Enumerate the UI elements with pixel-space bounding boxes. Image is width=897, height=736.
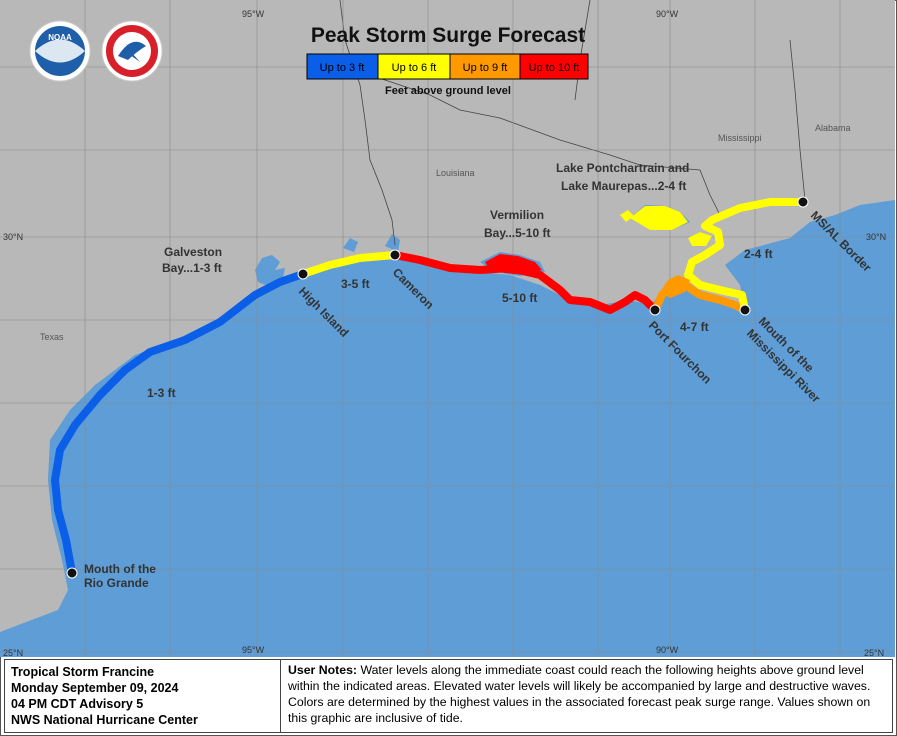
legend-label-up-to-10: Up to 10 ft: [529, 62, 580, 74]
legend-label-up-to-3: Up to 3 ft: [320, 62, 365, 74]
label-galveston-1: Galveston: [164, 245, 222, 259]
noaa-logo: NOAA: [29, 20, 91, 82]
marker-rio-grande: [66, 567, 78, 579]
legend: Up to 3 ft Up to 6 ft Up to 9 ft Up to 1…: [306, 53, 589, 97]
surge-segment-red: [391, 251, 659, 314]
surge-segment-yellow-east: [684, 198, 807, 314]
label-pontchartrain-1: Lake Pontchartrain and: [556, 161, 689, 175]
issuing-center: NWS National Hurricane Center: [11, 713, 198, 727]
state-border-ms-al: [789, 39, 806, 201]
segment-label-3-5: 3-5 ft: [341, 277, 370, 291]
advisory-number: 04 PM CDT Advisory 5: [11, 697, 144, 711]
segment-label-1-3: 1-3 ft: [147, 386, 176, 400]
state-border-la-ms: [354, 69, 721, 216]
state-label-alabama: Alabama: [815, 123, 851, 133]
galveston-bay: [255, 255, 285, 286]
label-rio-grande-2: Rio Grande: [84, 576, 149, 590]
lake-borgne-surge: [688, 232, 712, 246]
surge-segment-yellow-west: [299, 251, 399, 278]
lake-maurepas-surge: [620, 210, 634, 222]
storm-name: Tropical Storm Francine: [11, 665, 155, 679]
label-vermilion-2: Bay...5-10 ft: [484, 226, 550, 240]
lon-label-95w-bottom: 95°W: [242, 645, 265, 655]
advisory-info: Tropical Storm Francine Monday September…: [5, 660, 281, 732]
marker-ms-al-border: [797, 196, 809, 208]
graticule: [0, 0, 895, 657]
lake-pontchartrain-surge: [630, 206, 688, 230]
segment-label-4-7: 4-7 ft: [680, 320, 709, 334]
marker-high-island: [297, 268, 309, 280]
label-vermilion-1: Vermilion: [490, 208, 544, 222]
marker-cameron: [389, 249, 401, 261]
legend-label-up-to-9: Up to 9 ft: [463, 62, 508, 74]
lat-label-25n-right: 25°N: [864, 648, 884, 657]
user-notes-text: Water levels along the immediate coast c…: [288, 663, 871, 725]
lat-label-30n-right: 30°N: [866, 232, 886, 242]
marker-mouth-mississippi: [739, 304, 751, 316]
label-galveston-2: Bay...1-3 ft: [162, 261, 222, 275]
advisory-date: Monday September 09, 2024: [11, 681, 179, 695]
legend-subtitle: Feet above ground level: [385, 85, 511, 97]
page-title: Peak Storm Surge Forecast: [311, 24, 585, 47]
segment-label-5-10: 5-10 ft: [502, 291, 537, 305]
marker-port-fourchon: [649, 304, 661, 316]
lat-label-25n-left: 25°N: [3, 648, 23, 657]
legend-swatch-red: [519, 53, 589, 80]
vermilion-bay-surge: [485, 254, 542, 275]
label-pontchartrain-2: Lake Maurepas...2-4 ft: [561, 179, 686, 193]
barataria-surge: [660, 275, 690, 298]
legend-swatch-orange: [449, 53, 521, 80]
gulf-of-mexico: [0, 200, 895, 657]
segment-label-2-4: 2-4 ft: [744, 247, 773, 261]
nws-logo: [101, 20, 163, 82]
state-label-mississippi: Mississippi: [718, 133, 762, 143]
legend-swatch-blue: [306, 53, 379, 80]
lon-label-90w-bottom: 90°W: [656, 645, 679, 655]
legend-label-up-to-6: Up to 6 ft: [392, 62, 437, 74]
surge-segment-blue: [51, 270, 307, 577]
calcasieu-lake: [343, 238, 358, 252]
legend-swatch-yellow: [377, 53, 451, 80]
lon-label-95w-top: 95°W: [242, 9, 265, 19]
storm-surge-map: 95°W 90°W 95°W 90°W 30°N 25°N 30°N 25°N …: [0, 0, 895, 657]
state-label-texas: Texas: [40, 332, 64, 342]
lat-label-30n-left: 30°N: [3, 232, 23, 242]
label-rio-grande-1: Mouth of the: [84, 562, 156, 576]
noaa-logo-text: NOAA: [48, 33, 72, 42]
state-border-tx-la: [354, 69, 396, 246]
user-notes: User Notes: Water levels along the immed…: [282, 660, 892, 732]
state-label-louisiana: Louisiana: [436, 168, 475, 178]
user-notes-label: User Notes:: [288, 663, 358, 677]
lon-label-90w-top: 90°W: [656, 9, 679, 19]
info-footer: Tropical Storm Francine Monday September…: [4, 659, 893, 733]
sabine-lake: [385, 234, 400, 252]
